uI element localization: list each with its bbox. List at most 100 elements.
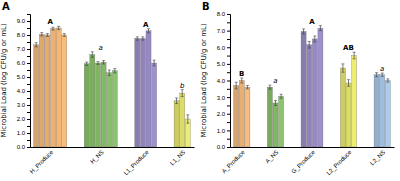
error-cap [347,86,350,87]
error-cap [35,42,38,43]
y-tick: 2.0 [217,111,230,117]
error-cap [313,41,316,42]
error-bar [57,26,60,29]
y-tick-mark [227,89,230,90]
y-tick-mark [227,64,230,65]
x-tick-label: L1_Produce [123,149,151,177]
bar [51,29,56,147]
error-cap [240,82,243,83]
error-cap [353,58,356,59]
y-tick-label: 0.0 [217,144,226,150]
y-tick-mark [27,84,30,85]
bar [385,81,390,148]
y-tick [227,72,230,73]
error-line [281,94,282,98]
error-bar [91,52,94,58]
y-tick-mark [27,140,30,141]
y-tick-mark [27,98,30,99]
significance-label: B [239,70,244,78]
error-line [354,52,355,59]
y-tick: 9.0 [17,18,30,24]
error-cap [341,63,344,64]
y-tick: 0.0 [217,144,230,150]
bar [279,96,284,147]
y-tick-label: 6.0 [17,60,26,66]
y-tick-label: 6.0 [217,45,226,51]
significance-label: A [48,18,54,26]
error-bar [353,52,356,59]
error-line [148,29,149,33]
y-tick-mark [227,31,230,32]
error-bar [175,98,178,104]
x-tick-label: L1_NS [169,149,186,166]
error-bar [108,70,111,76]
y-tick: 2.0 [17,116,30,122]
error-bar [153,60,156,66]
error-cap [52,27,55,28]
error-line [137,37,138,40]
x-axis: H_ProduceH_NSL1_ProduceL1_NS [29,147,195,176]
error-bar [141,37,144,40]
bar [34,45,39,147]
error-cap [302,33,305,34]
bar [352,56,357,147]
error-cap [235,82,238,83]
error-line [86,62,87,65]
error-cap [186,123,189,124]
y-tick-label: 4.0 [17,88,26,94]
x-tick: H_NS [89,147,105,165]
y-tick-mark [27,77,30,78]
error-line [53,27,54,30]
figure: 0.01.02.03.04.05.06.07.08.09.0H_ProduceH… [0,0,400,181]
significance-label: A [309,18,315,26]
y-tick-mark [27,49,30,50]
y-tick-mark [227,14,230,15]
y-axis-title: Microbial Load (log CFU/g or mL) [200,23,208,138]
significance-label: a [99,44,103,52]
bar [185,119,190,147]
error-cap [40,35,43,36]
error-cap [274,105,277,106]
error-cap [153,65,156,66]
y-tick: 3.0 [17,102,30,108]
bar [95,63,100,147]
error-cap [102,63,105,64]
y-tick: 4.0 [217,78,230,84]
error-cap [96,64,99,65]
error-bar [302,29,305,34]
error-bar [386,79,389,82]
error-cap [280,98,283,99]
error-cap [268,85,271,86]
error-cap [153,60,156,61]
y-tick-mark [27,119,30,120]
error-cap [308,41,311,42]
y-tick [27,56,30,57]
error-bar [186,115,189,123]
x-axis-line [231,147,395,148]
bar [56,28,61,147]
error-cap [308,48,311,49]
error-bar [347,80,350,87]
y-tick-label: 2.0 [17,116,26,122]
plot-area [34,26,191,147]
panel: 0.01.02.03.04.05.06.07.08.0A_ProduceA_NS… [200,1,395,176]
x-tick-label: A_Produce [221,149,247,175]
y-tick [227,39,230,40]
y-tick: 6.0 [17,60,30,66]
y-tick [227,56,230,57]
error-line [342,64,343,72]
y-tick [27,98,30,99]
error-cap [246,85,249,86]
x-tick: L2_NS [369,147,386,166]
error-cap [386,78,389,79]
bar [101,62,106,147]
y-tick-label: 8.0 [217,11,226,17]
error-cap [96,61,99,62]
error-cap [63,33,66,34]
y-tick-mark [27,133,30,134]
y-tick: 3.0 [217,95,230,101]
y-tick-label: 4.0 [217,78,226,84]
error-bar [52,27,55,30]
error-cap [108,70,111,71]
x-axis: A_ProduceA_NSG_ProduceL2_ProduceL2_NS [221,147,395,176]
